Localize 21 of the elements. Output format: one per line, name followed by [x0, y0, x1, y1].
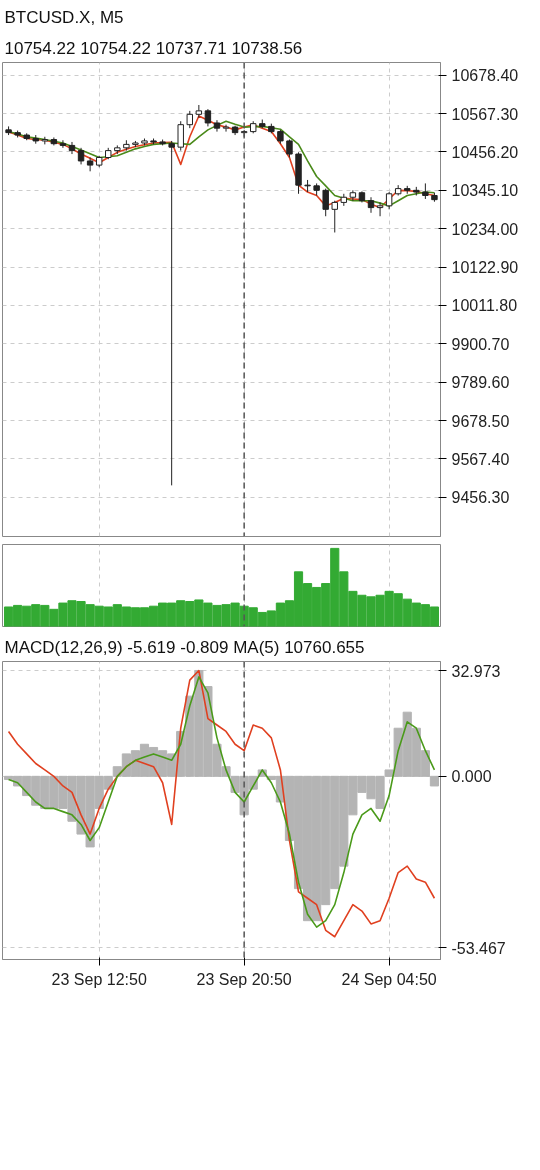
- y-tick-label: 9456.30: [451, 489, 510, 507]
- y-tick-label: 10456.20: [451, 143, 519, 161]
- y-tick-label: 10678.40: [451, 67, 519, 85]
- y-tick-label: 10345.10: [451, 182, 519, 200]
- y-tick-label: 10122.90: [451, 259, 519, 277]
- chart-title: BTCUSD.X, M5: [4, 7, 124, 27]
- y-tick-label: -53.467: [451, 939, 506, 957]
- y-tick-label: 0.000: [451, 768, 492, 786]
- y-tick-label: 10567.30: [451, 105, 519, 123]
- y-tick-label: 9789.60: [451, 374, 510, 392]
- chart-title: MACD(12,26,9) -5.619 -0.809 MA(5) 10760.655: [4, 637, 365, 657]
- y-tick-label: 9567.40: [451, 450, 510, 468]
- x-tick-label: 23 Sep 20:50: [196, 970, 292, 988]
- y-tick-label: 32.973: [451, 662, 501, 680]
- x-tick-label: 23 Sep 12:50: [51, 970, 147, 988]
- y-tick-label: 10234.00: [451, 220, 519, 238]
- y-tick-label: 9678.50: [451, 412, 510, 430]
- chart-subtitle: 10754.22 10754.22 10737.71 10738.56: [4, 38, 303, 58]
- y-tick-label: 10011.80: [451, 297, 518, 315]
- y-tick-label: 9900.70: [451, 335, 510, 353]
- x-tick-label: 24 Sep 04:50: [341, 970, 437, 988]
